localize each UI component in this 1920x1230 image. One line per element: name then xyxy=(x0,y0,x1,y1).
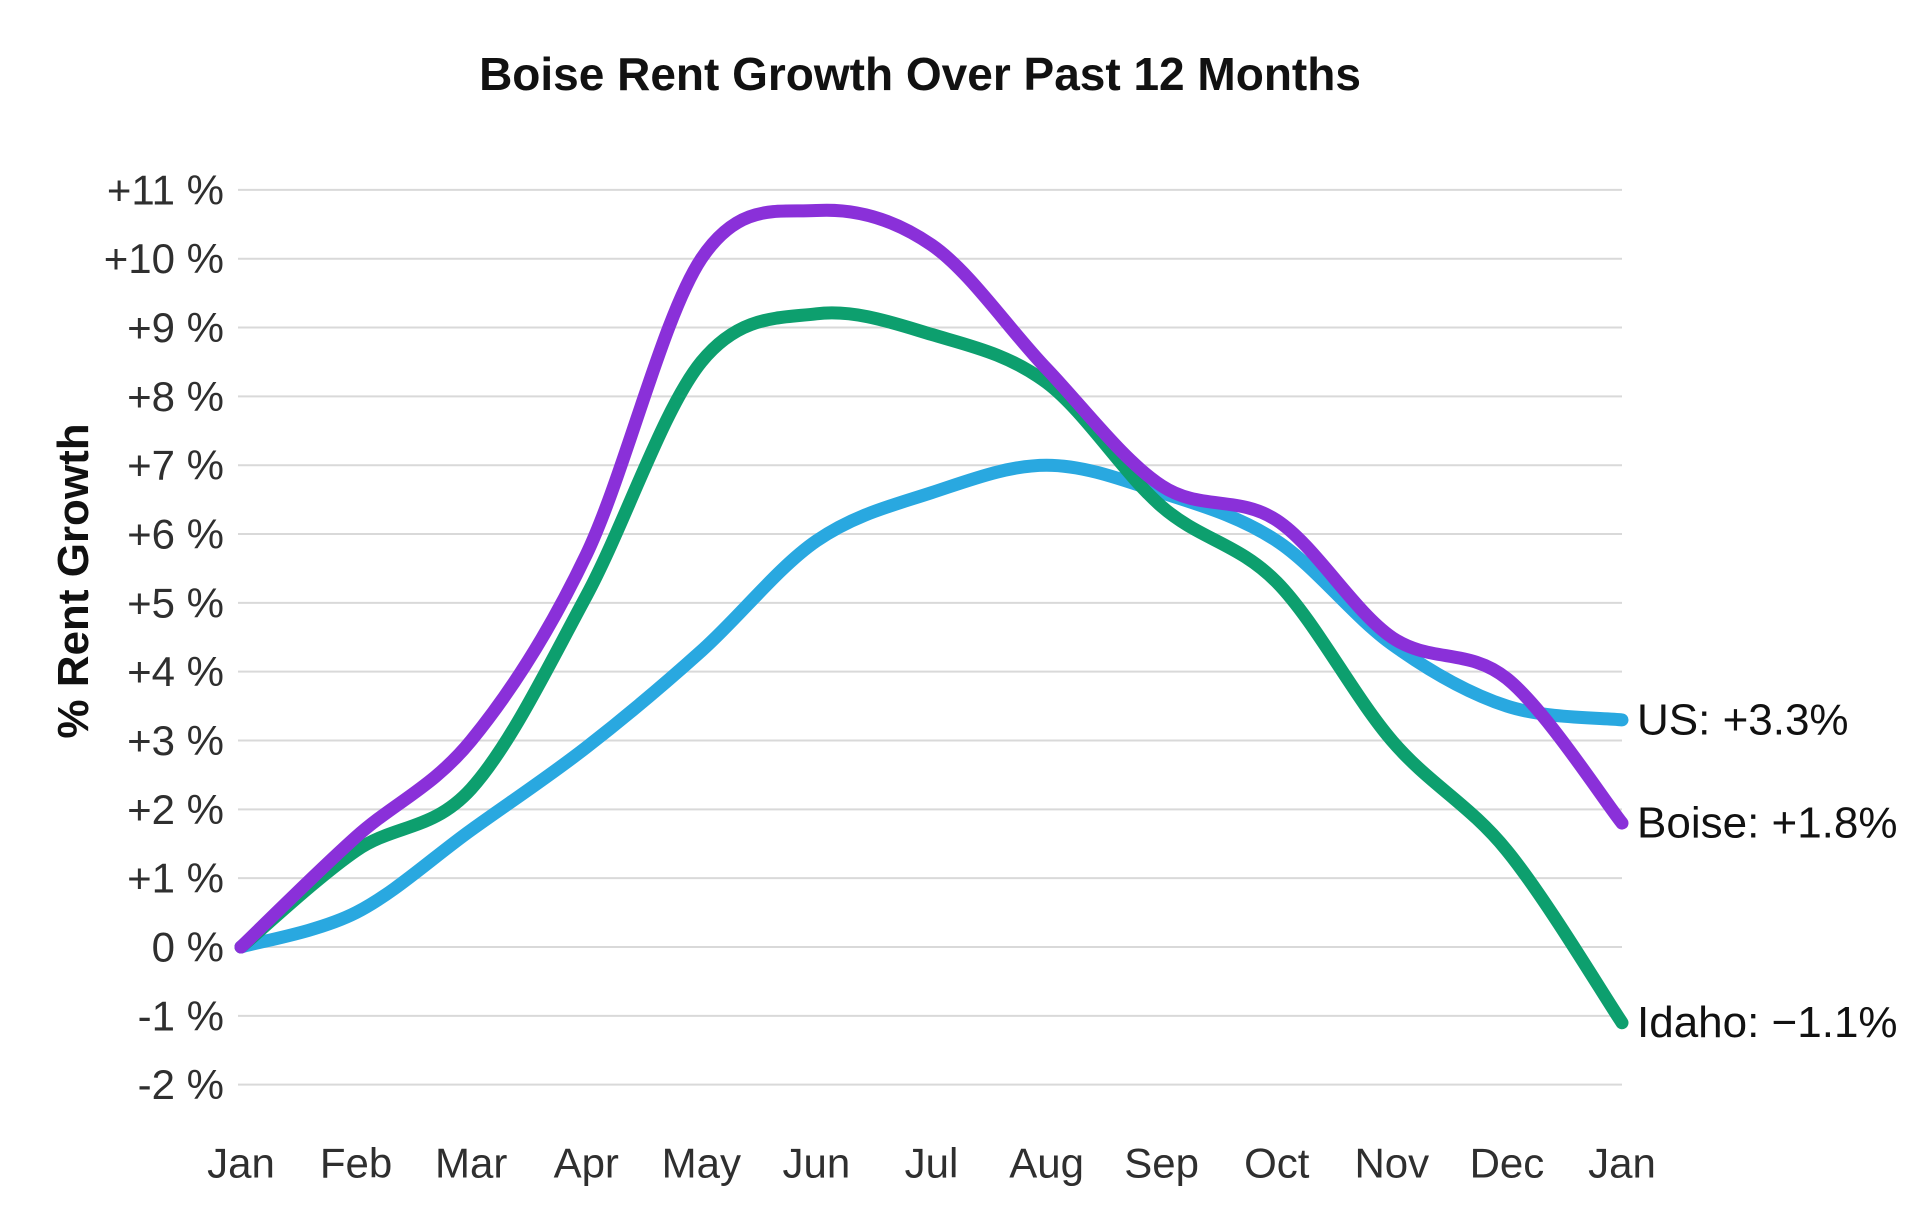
y-tick-label: +10 % xyxy=(104,235,224,282)
series-end-labels-group: US: +3.3% Idaho: −1.1% Boise: +1.8% xyxy=(1637,695,1898,1047)
x-tick-label: Apr xyxy=(554,1140,619,1187)
x-tick-label: Aug xyxy=(1009,1140,1084,1187)
x-tick-label: Dec xyxy=(1470,1140,1545,1187)
x-tick-labels-group: Jan Feb Mar Apr May Jun Jul Aug Sep Oct Nov Dec Jan xyxy=(207,1140,1656,1187)
x-tick-label: Mar xyxy=(435,1140,507,1187)
y-tick-label: -2 % xyxy=(138,1061,224,1108)
y-tick-label: +11 % xyxy=(107,166,224,213)
y-tick-label: +4 % xyxy=(127,648,224,695)
y-tick-label: +1 % xyxy=(127,855,224,902)
series-end-label-boise: Boise: +1.8% xyxy=(1637,799,1898,848)
y-tick-label: +5 % xyxy=(127,579,224,626)
x-tick-label: Nov xyxy=(1354,1140,1429,1187)
y-tick-label: +8 % xyxy=(127,373,224,420)
x-tick-label: Sep xyxy=(1124,1140,1199,1187)
series-lines-group xyxy=(234,203,1629,1030)
series-line-boise xyxy=(234,203,1629,954)
y-tick-label: +9 % xyxy=(127,304,224,351)
chart-title: Boise Rent Growth Over Past 12 Months xyxy=(479,48,1361,100)
series-end-label-idaho: Idaho: −1.1% xyxy=(1637,998,1898,1047)
x-tick-label: Jul xyxy=(905,1140,959,1187)
y-tick-label: +3 % xyxy=(127,717,224,764)
y-axis-title: % Rent Growth xyxy=(49,423,98,738)
y-tick-label: +6 % xyxy=(127,511,224,558)
x-tick-label: Jan xyxy=(207,1140,275,1187)
x-tick-label: Jun xyxy=(783,1140,851,1187)
y-tick-label: -1 % xyxy=(138,992,224,1039)
x-tick-label: Oct xyxy=(1244,1140,1310,1187)
series-line-idaho xyxy=(234,306,1629,1030)
y-tick-labels-group: +11 % +10 % +9 % +8 % +7 % +6 % +5 % +4 % +3 % +2… xyxy=(104,166,224,1108)
series-end-label-us: US: +3.3% xyxy=(1637,695,1849,744)
x-tick-label: May xyxy=(662,1140,741,1187)
x-tick-label: Jan xyxy=(1588,1140,1656,1187)
series-line-us xyxy=(234,458,1629,954)
y-tick-label: 0 % xyxy=(152,924,224,971)
x-tick-label: Feb xyxy=(320,1140,392,1187)
gridlines-group xyxy=(238,188,1622,1086)
y-tick-label: +7 % xyxy=(127,442,224,489)
y-tick-label: +2 % xyxy=(127,786,224,833)
